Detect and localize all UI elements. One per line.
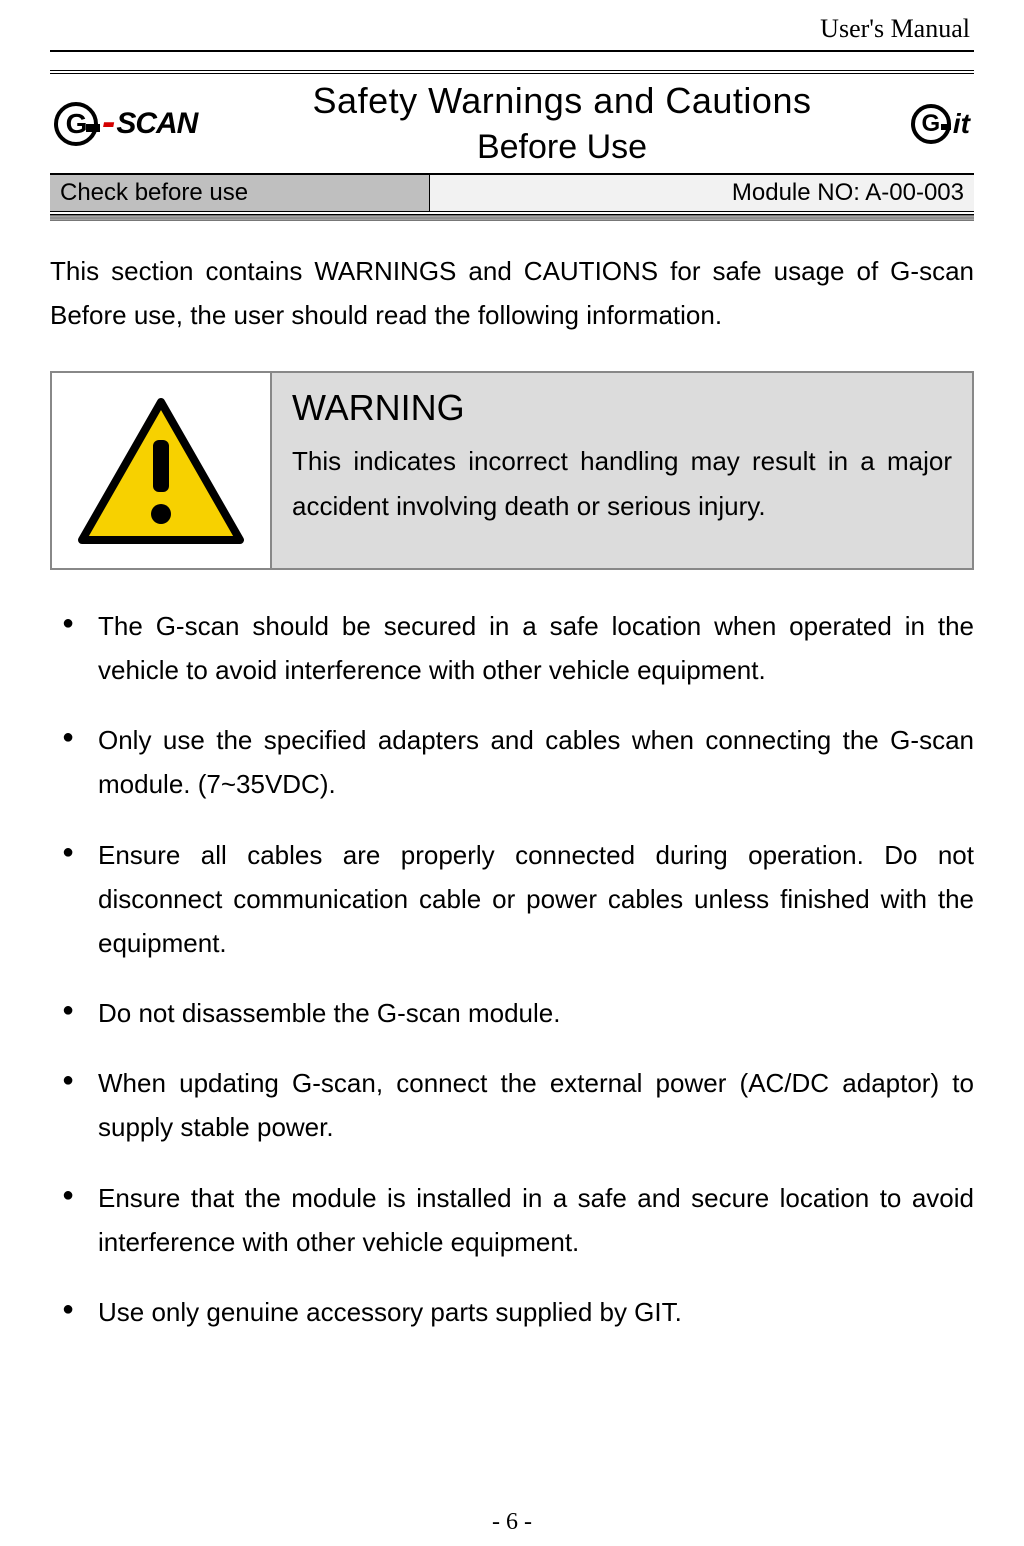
- title-row: G-SCAN Safety Warnings and Cautions Befo…: [50, 74, 974, 173]
- module-meta-row: Check before use Module NO: A-00-003: [50, 173, 974, 211]
- list-item: The G-scan should be secured in a safe l…: [60, 604, 974, 692]
- meta-right: Module NO: A-00-003: [430, 175, 974, 211]
- module-header-box: G-SCAN Safety Warnings and Cautions Befo…: [50, 70, 974, 215]
- intro-paragraph: This section contains WARNINGS and CAUTI…: [50, 249, 974, 337]
- module-title-line2: Before Use: [254, 128, 870, 167]
- gscan-logo: G-SCAN: [54, 102, 254, 146]
- git-logo-g-icon: G: [911, 104, 951, 144]
- warning-icon-cell: [52, 373, 272, 567]
- list-item: Only use the specified adapters and cabl…: [60, 718, 974, 806]
- gscan-logo-g-icon: G: [54, 102, 98, 146]
- warning-body: This indicates incorrect handling may re…: [292, 439, 952, 527]
- warning-heading: WARNING: [292, 387, 952, 429]
- git-logo: Git: [870, 104, 970, 144]
- page: User's Manual G-SCAN Safety Warnings and…: [0, 0, 1024, 1546]
- list-item: Do not disassemble the G-scan module.: [60, 991, 974, 1035]
- list-item: When updating G-scan, connect the extern…: [60, 1061, 974, 1149]
- warning-triangle-icon: [76, 396, 246, 546]
- meta-left: Check before use: [50, 175, 430, 211]
- module-title: Safety Warnings and Cautions Before Use: [254, 80, 870, 167]
- module-bottom-rule: [50, 215, 974, 221]
- warning-text-cell: WARNING This indicates incorrect handlin…: [272, 373, 972, 567]
- module-title-line1: Safety Warnings and Cautions: [254, 80, 870, 122]
- warning-box: WARNING This indicates incorrect handlin…: [50, 371, 974, 569]
- git-logo-text: it: [953, 108, 970, 140]
- header-rule: [50, 50, 974, 52]
- list-item: Ensure that the module is installed in a…: [60, 1176, 974, 1264]
- list-item: Use only genuine accessory parts supplie…: [60, 1290, 974, 1334]
- bullet-list: The G-scan should be secured in a safe l…: [50, 604, 974, 1334]
- list-item: Ensure all cables are properly connected…: [60, 833, 974, 966]
- gscan-logo-text: SCAN: [116, 107, 197, 141]
- page-number: - 6 -: [0, 1509, 1024, 1536]
- running-header: User's Manual: [50, 10, 974, 44]
